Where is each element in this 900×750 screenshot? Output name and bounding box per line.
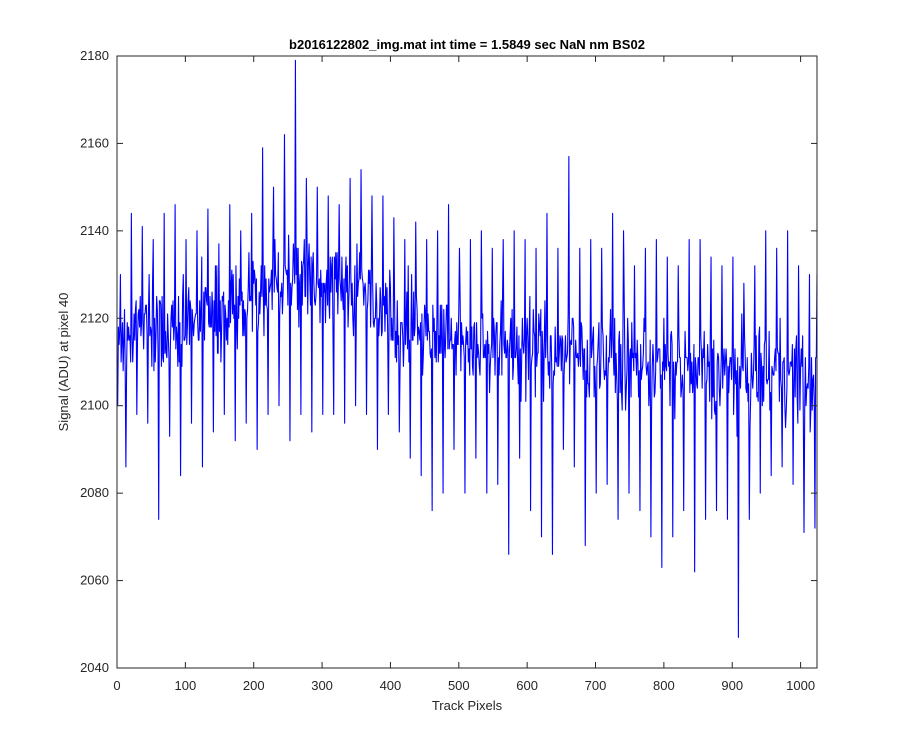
y-tick-label: 2100: [80, 398, 109, 413]
plot-area-background: [117, 56, 817, 668]
x-tick-label: 300: [311, 678, 333, 693]
x-tick-label: 1000: [786, 678, 815, 693]
y-tick-label: 2040: [80, 660, 109, 675]
x-tick-label: 400: [380, 678, 402, 693]
x-tick-label: 100: [175, 678, 197, 693]
x-tick-label: 500: [448, 678, 470, 693]
y-tick-label: 2180: [80, 48, 109, 63]
y-axis-label: Signal (ADU) at pixel 40: [56, 293, 71, 432]
x-axis-label: Track Pixels: [432, 698, 503, 713]
x-tick-label: 700: [585, 678, 607, 693]
series-line: [117, 59, 818, 638]
x-tick-label: 800: [653, 678, 675, 693]
data-layer: [117, 59, 818, 638]
y-tick-label: 2060: [80, 573, 109, 588]
chart-title: b2016122802_img.mat int time = 1.5849 se…: [289, 37, 645, 52]
y-tick-label: 2160: [80, 135, 109, 150]
plot-area-border: [116, 55, 818, 669]
x-tick-label: 200: [243, 678, 265, 693]
y-tick-label: 2120: [80, 310, 109, 325]
x-tick-label: 600: [516, 678, 538, 693]
x-tick-label: 900: [721, 678, 743, 693]
x-tick-label: 0: [113, 678, 120, 693]
y-tick-label: 2080: [80, 485, 109, 500]
y-tick-label: 2140: [80, 223, 109, 238]
text-layer: b2016122802_img.mat int time = 1.5849 se…: [56, 37, 815, 713]
